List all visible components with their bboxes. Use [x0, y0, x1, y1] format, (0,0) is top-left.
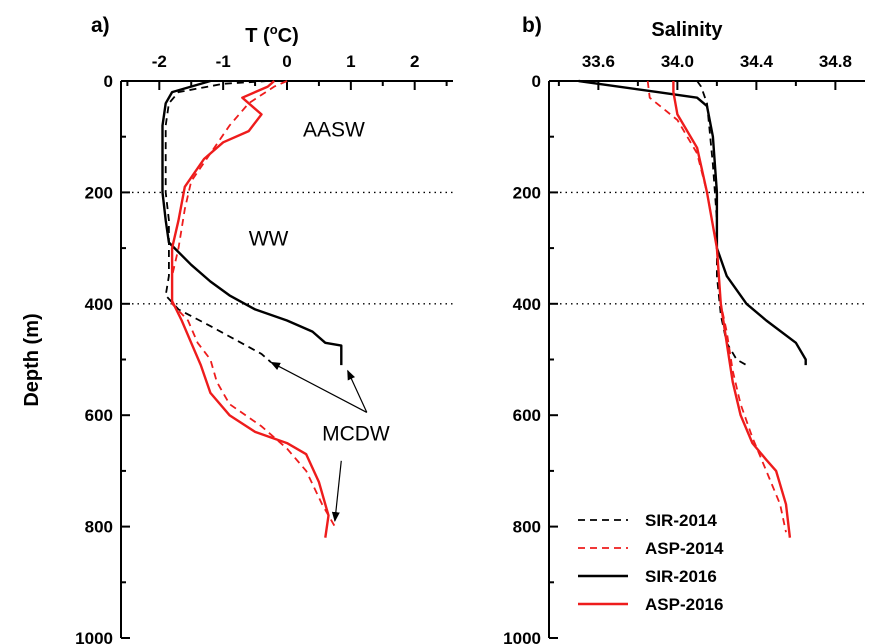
series-line-asp-2016	[672, 81, 792, 538]
y-axis-title: Depth (m)	[21, 313, 43, 406]
x-axis-title-superscript: o	[270, 22, 278, 37]
y-tick-label-600: 600	[85, 406, 113, 425]
y-tick-label-0: 0	[532, 72, 541, 91]
series-line-asp-2016	[170, 80, 330, 538]
panel-label-b: b)	[522, 14, 542, 37]
series-line-sir-2016	[578, 79, 807, 366]
x-tick-label-2: 2	[410, 52, 419, 71]
y-tick-label-1000: 1000	[503, 629, 541, 644]
legend-label-asp-2016: ASP-2016	[645, 595, 723, 614]
legend: SIR-2014 ASP-2014 SIR-2016 ASP-2016	[578, 511, 724, 614]
x-axis-title-salinity: Salinity	[651, 19, 723, 41]
x-axis-title-main: T (	[245, 25, 270, 47]
x-tick-label-34.4: 34.4	[740, 52, 774, 71]
y-tick-label-400: 400	[85, 295, 113, 314]
y-tick-label-0: 0	[104, 72, 113, 91]
annotation-aasw: AASW	[303, 119, 365, 142]
y-tick-label-400: 400	[513, 295, 541, 314]
legend-label-asp-2014: ASP-2014	[645, 539, 724, 558]
panel-a-temperature: 0 200 400 600 800 1000 -2 -1 0 1 2 a) T (oC) Depth (m…	[21, 14, 453, 644]
annotation-arrow-0	[270, 361, 368, 413]
annotation-arrow-1	[347, 369, 368, 413]
x-tick-label-33.6: 33.6	[582, 52, 615, 71]
series-line-sir-2014	[696, 80, 747, 366]
y-tick-label-800: 800	[513, 518, 541, 537]
x-tick-label--2: -2	[152, 52, 167, 71]
legend-label-sir-2014: SIR-2014	[645, 511, 717, 530]
panel-b-salinity: 0 200 400 600 800 1000 33.6 34.0 34.4 34.8 b) Salin…	[503, 14, 865, 644]
annotation-ww: WW	[249, 227, 289, 250]
annotation-mcdw: MCDW	[322, 422, 390, 445]
y-tick-label-1000: 1000	[75, 629, 113, 644]
x-axis-title-temperature: T (oC)	[245, 22, 299, 47]
annotation-arrow-2	[331, 460, 342, 523]
x-tick-label-34.0: 34.0	[661, 52, 694, 71]
x-tick-label-0: 0	[282, 52, 291, 71]
series-line-asp-2014	[171, 80, 336, 528]
series-line-sir-2014	[164, 80, 272, 363]
panel-label-a: a)	[91, 14, 110, 37]
series-line-sir-2016	[161, 79, 343, 366]
legend-label-sir-2016: SIR-2016	[645, 567, 717, 586]
series-line-asp-2014	[646, 80, 787, 533]
y-tick-label-200: 200	[513, 183, 541, 202]
x-axis-title-end: C)	[278, 25, 299, 47]
x-tick-label-34.8: 34.8	[819, 52, 852, 71]
x-tick-label-1: 1	[346, 52, 355, 71]
y-tick-label-600: 600	[513, 406, 541, 425]
y-tick-label-200: 200	[85, 183, 113, 202]
x-tick-label--1: -1	[216, 52, 231, 71]
y-tick-label-800: 800	[85, 518, 113, 537]
